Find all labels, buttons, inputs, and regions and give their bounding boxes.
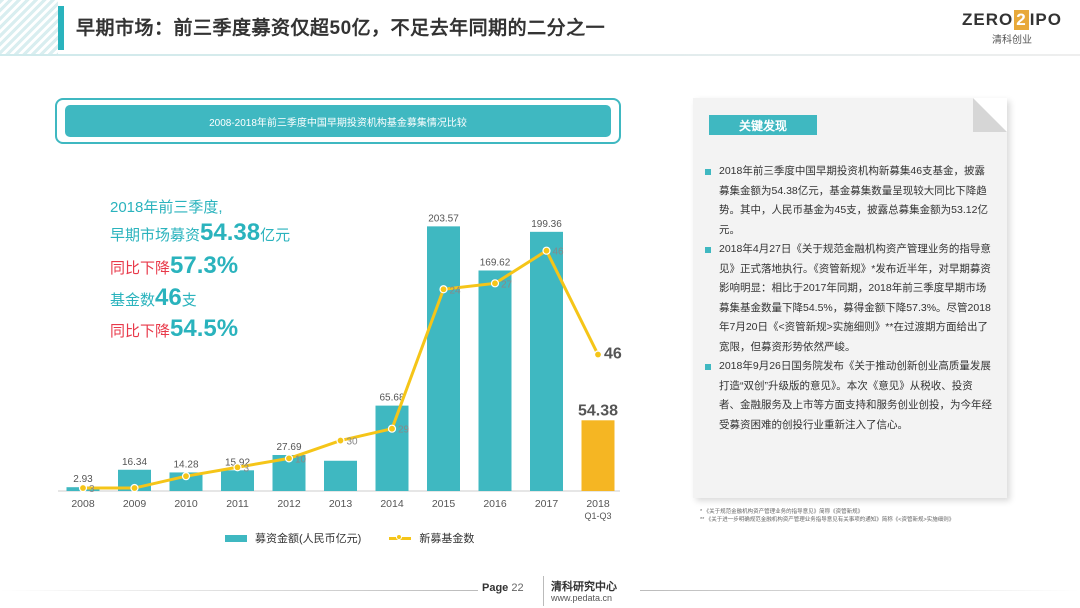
legend-line-label: 新募基金数 <box>419 533 475 545</box>
bar-value-label: 16.34 <box>122 457 147 468</box>
bar-value-label: 169.62 <box>480 257 511 268</box>
fund-count-point <box>233 463 242 472</box>
fund-count-point <box>284 454 294 463</box>
page-title: 早期市场：前三季度募资仅超50亿，不足去年同期的二分之一 <box>76 18 606 39</box>
bar-value-label: 203.57 <box>428 213 459 224</box>
footnote: ** 《关于进一步明确规范金融机构资产管理业务指导意见有关事项的通知》简称《<资… <box>700 517 955 523</box>
key-findings-list: 2018年前三季度中国早期投资机构新募集46支基金，披露募集金额为54.38亿元… <box>703 162 993 435</box>
chart-title-box: 2008-2018年前三季度中国早期投资机构基金募集情况比较 <box>55 98 621 144</box>
fund-count-label: 46 <box>604 346 622 363</box>
bar-2013 <box>324 460 357 491</box>
highlight-line-3: 同比下降57.3% <box>110 252 239 280</box>
logo-subtitle: 清科创业 <box>992 35 1032 46</box>
bar-2014 <box>375 405 409 491</box>
fund-count-label: 29 <box>398 425 410 436</box>
footer-line-left <box>0 590 478 591</box>
highlight-fund-prefix: 基金数 <box>110 292 156 309</box>
highlight-amount-value: 54.38 <box>200 219 261 246</box>
x-tick-label-sub: Q1-Q3 <box>584 511 611 521</box>
key-findings-panel: 关键发现 2018年前三季度中国早期投资机构新募集46支基金，披露募集金额为54… <box>693 98 1007 498</box>
highlight-amount-drop-prefix: 同比下降 <box>110 260 171 277</box>
bar-value-label: 54.38 <box>578 402 618 419</box>
highlight-line-1: 2018年前三季度, <box>110 199 223 216</box>
fund-count-label: 24 <box>450 285 462 296</box>
x-tick-label: 2017 <box>535 498 559 510</box>
fund-count-point <box>387 424 397 433</box>
finding-item: 2018年4月27日《关于规范金融机构资产管理业务的指导意见》正式落地执行。《资… <box>703 240 993 357</box>
logo-text-right: IPO <box>1029 10 1062 29</box>
x-tick-label: 2010 <box>174 498 198 510</box>
footer-line-right <box>640 590 1080 591</box>
header-divider <box>0 54 1080 56</box>
bar-value-label: 27.69 <box>276 442 301 453</box>
bar-value-label: 199.36 <box>531 219 562 230</box>
fund-count-label: 3 <box>89 484 95 495</box>
x-tick-label: 2015 <box>432 498 456 510</box>
highlight-amount-suffix: 亿元 <box>260 227 291 244</box>
fund-count-label: 46 <box>553 247 565 258</box>
brand-logo: ZERO 2 IPO 清科创业 <box>962 10 1062 46</box>
panel-page-fold <box>973 98 1007 132</box>
highlight-line-2: 早期市场募资54.38亿元 <box>110 219 291 247</box>
highlight-amount-drop-value: 57.3% <box>170 252 239 279</box>
bar-2011 <box>221 470 254 491</box>
highlight-fund-drop-value: 54.5% <box>170 315 239 342</box>
x-tick-label: 2011 <box>226 498 249 510</box>
highlight-line-5: 同比下降54.5% <box>110 315 239 343</box>
highlight-line-4: 基金数46支 <box>110 284 197 312</box>
header-stripe-decoration <box>0 0 58 54</box>
x-tick-label: 2016 <box>483 498 507 510</box>
x-tick-label: 2014 <box>380 498 404 510</box>
footer-url: www.pedata.cn <box>551 593 613 603</box>
header-accent-bar <box>58 6 64 50</box>
key-findings-tag: 关键发现 <box>709 115 817 135</box>
bar-value-label: 2.93 <box>73 474 93 485</box>
x-tick-label: 2018 <box>586 498 610 510</box>
legend-bar-label: 募资金额(人民币亿元) <box>255 533 362 545</box>
highlight-fund-suffix: 支 <box>181 292 197 309</box>
fund-count-label: 10 <box>295 454 307 465</box>
highlight-fund-value: 46 <box>155 284 182 311</box>
bar-value-label: 15.92 <box>225 457 250 468</box>
bar-2015 <box>427 226 460 491</box>
fund-count-point <box>490 279 500 288</box>
bar-value-label: 65.68 <box>379 393 404 404</box>
highlight-amount-prefix: 早期市场募资 <box>110 227 201 244</box>
footer-org: 清科研究中心 <box>551 581 617 593</box>
fund-count-point <box>542 246 551 255</box>
finding-item: 2018年前三季度中国早期投资机构新募集46支基金，披露募集金额为54.38亿元… <box>703 162 993 240</box>
page-number-value: 22 <box>511 582 524 594</box>
legend-line-swatch <box>389 533 412 540</box>
fund-count-point <box>130 483 139 493</box>
page-number: Page 22 <box>482 582 524 594</box>
bar-value-label: 14.28 <box>173 459 198 470</box>
x-tick-label: 2009 <box>123 498 147 510</box>
fund-count-point <box>78 483 88 493</box>
fund-count-label: 3 <box>244 463 250 474</box>
fundraising-chart: 2.93 2008 16.34 2009 14.28 2010 15.92 2011 27.69… <box>58 213 622 521</box>
page-label: Page <box>482 582 509 594</box>
legend-bar-swatch <box>225 534 247 542</box>
finding-item: 2018年9月26日国务院发布《关于推动创新创业高质量发展 打造“双创”升级版的… <box>703 357 993 435</box>
footnotes: * 《关于规范金融机构资产管理业务的指导意见》简称《资管新规》 ** 《关于进一… <box>700 508 1040 524</box>
bar-2016 <box>478 270 512 491</box>
fund-count-label: 27 <box>501 279 513 290</box>
x-tick-label: 2008 <box>71 498 95 510</box>
logo-text-left: ZERO <box>962 10 1014 29</box>
footer-separator <box>543 576 544 606</box>
x-tick-label: 2012 <box>277 498 301 510</box>
chart-title: 2008-2018年前三季度中国早期投资机构基金募集情况比较 <box>65 105 611 137</box>
highlight-fund-drop-prefix: 同比下降 <box>110 323 171 340</box>
logo-text-mid: 2 <box>1014 10 1029 30</box>
fund-count-point <box>439 285 448 294</box>
fund-count-label: 30 <box>347 437 359 448</box>
footnote: * 《关于规范金融机构资产管理业务的指导意见》简称《资管新规》 <box>700 509 864 515</box>
header-bar <box>0 0 1080 54</box>
chart-legend: 募资金额(人民币亿元) 新募基金数 <box>225 530 474 546</box>
fund-count-point <box>181 472 191 481</box>
x-tick-label: 2013 <box>329 498 353 510</box>
bar-2018-Q1-Q3 <box>581 420 615 491</box>
fund-count-point <box>336 436 345 445</box>
fund-count-point <box>593 350 603 359</box>
